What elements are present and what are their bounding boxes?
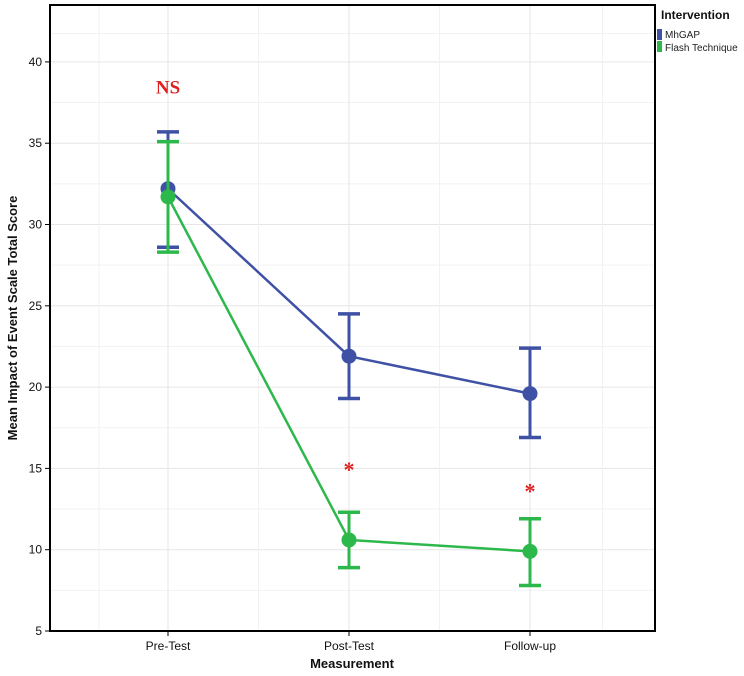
x-tick-label: Pre-Test	[146, 639, 191, 653]
legend-label-mhgap: MhGAP	[665, 30, 700, 41]
annotation-significance-star: *	[344, 457, 355, 482]
y-tick-label: 5	[35, 624, 42, 638]
series-group	[157, 130, 541, 588]
x-axis-title: Measurement	[310, 656, 394, 671]
legend-swatch-mhgap	[657, 29, 662, 40]
y-tick-label: 25	[29, 299, 43, 313]
data-point-flash-technique	[160, 189, 176, 205]
legend-swatch-flash-technique	[657, 41, 662, 52]
y-tick-label: 40	[29, 55, 43, 69]
x-tick-label: Post-Test	[324, 639, 375, 653]
legend-label-flash-technique: Flash Technique	[665, 43, 738, 54]
y-axis: 5 10 15 20 25 30 35 40	[29, 55, 50, 638]
data-point-flash-technique	[522, 543, 538, 559]
y-tick-label: 10	[29, 543, 43, 557]
y-tick-label: 35	[29, 136, 43, 150]
x-axis: Pre-Test Post-Test Follow-up	[146, 631, 556, 653]
y-tick-label: 20	[29, 380, 43, 394]
data-point-mhgap	[522, 386, 538, 402]
data-point-mhgap	[341, 348, 357, 364]
y-tick-label: 30	[29, 218, 43, 232]
plot-frame	[49, 4, 656, 632]
legend: Intervention MhGAP Flash Technique	[657, 8, 738, 54]
legend-title: Intervention	[661, 8, 730, 22]
y-tick-label: 15	[29, 461, 43, 475]
y-axis-title: Mean Impact of Event Scale Total Score	[5, 196, 20, 441]
annotation-ns: NS	[156, 77, 180, 98]
annotation-significance-star: *	[525, 478, 536, 503]
series-flash-technique	[157, 139, 541, 588]
data-point-flash-technique	[341, 532, 357, 548]
annotations: NS * *	[156, 77, 536, 503]
x-tick-label: Follow-up	[504, 639, 556, 653]
